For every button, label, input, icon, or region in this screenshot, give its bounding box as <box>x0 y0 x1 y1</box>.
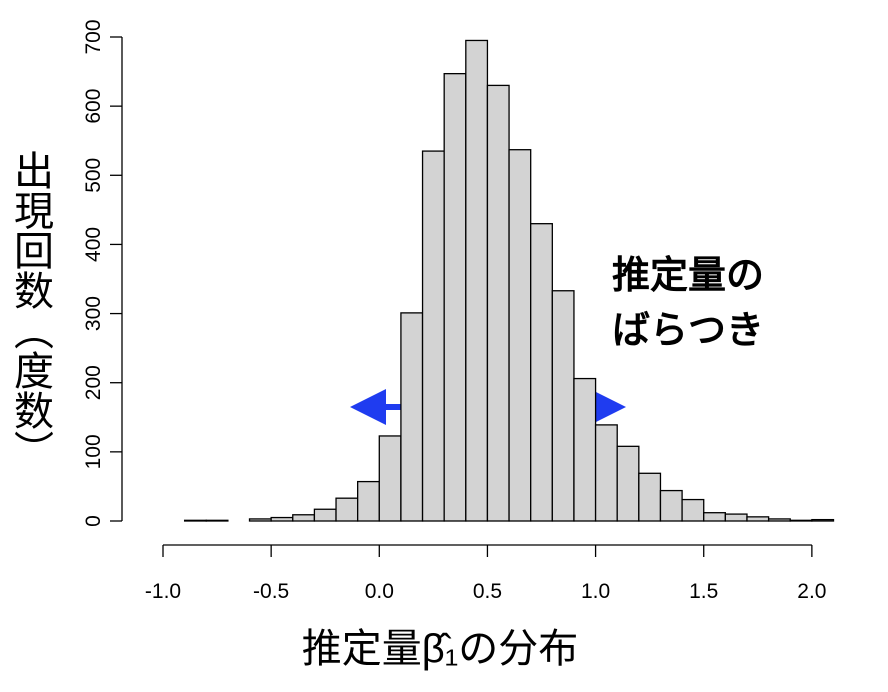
bar <box>183 519 207 522</box>
bar <box>767 518 791 522</box>
x-tick-label: 0.0 <box>365 580 394 603</box>
y-tick-label: 100 <box>82 434 105 469</box>
bar <box>248 518 272 522</box>
bar <box>530 223 553 522</box>
bar <box>703 512 727 522</box>
y-axis-label: 出現回数（度数） <box>8 150 54 470</box>
bar <box>400 312 424 522</box>
y-tick-label: 600 <box>82 89 105 124</box>
x-tick-label: -1.0 <box>145 580 181 603</box>
bar <box>292 514 316 522</box>
bar <box>335 497 359 522</box>
bar <box>443 72 467 522</box>
bar <box>421 150 445 522</box>
y-tick-label: 700 <box>82 19 105 54</box>
bar <box>659 489 683 522</box>
y-tick-label: 400 <box>82 227 105 262</box>
bar <box>594 424 618 522</box>
x-tick-label: -0.5 <box>253 580 289 603</box>
bar <box>746 516 770 522</box>
bar <box>616 445 640 522</box>
bar <box>724 513 748 522</box>
y-tick-label: 300 <box>82 296 105 331</box>
bar <box>508 149 532 522</box>
bar <box>313 508 337 522</box>
bar <box>811 518 835 522</box>
bar <box>465 39 489 522</box>
x-axis-label: 推定量β̂₁の分布 <box>302 627 579 671</box>
bar <box>486 84 510 522</box>
bar <box>551 290 575 522</box>
x-tick-label: 2.0 <box>797 580 826 603</box>
x-tick-label: 0.5 <box>473 580 502 603</box>
x-tick-label: 1.0 <box>581 580 610 603</box>
x-tick-label: 1.5 <box>689 580 718 603</box>
annotation: 推定量の <box>612 255 764 297</box>
bar <box>573 377 597 522</box>
bar <box>789 519 813 522</box>
bar <box>357 480 380 522</box>
bar <box>378 435 402 522</box>
bar <box>638 472 662 522</box>
y-tick-label: 0 <box>82 515 105 527</box>
annotation: ばらつき <box>612 310 764 352</box>
bar <box>205 519 229 522</box>
bar <box>681 498 705 522</box>
y-tick-label: 200 <box>82 365 105 400</box>
bar <box>270 516 294 522</box>
y-tick-label: 500 <box>82 158 105 193</box>
